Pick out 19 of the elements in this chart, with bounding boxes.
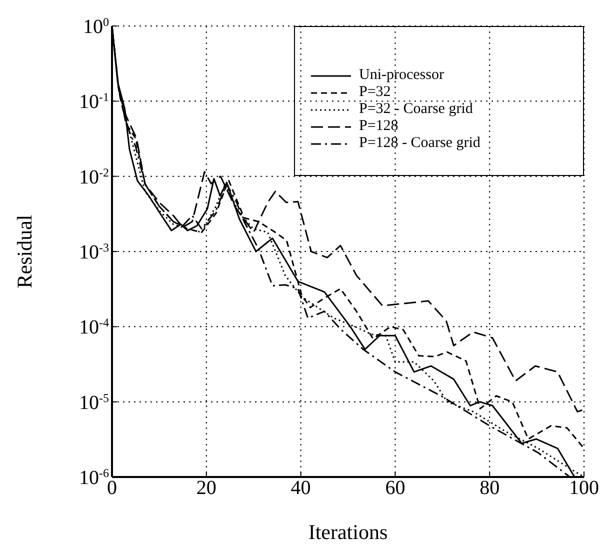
y-tick-label: 10$^{-1}$ (79, 90, 109, 114)
x-tick-label: 0 (107, 477, 117, 500)
x-tick-label: 60 (385, 477, 406, 500)
legend-label: P=128 (359, 118, 398, 134)
y-tick-label: 10$^{-6}$ (79, 466, 109, 489)
x-axis-title: Iterations (308, 520, 388, 544)
x-tick-label: 100 (569, 477, 599, 500)
y-tick-label: 10$^{0}$ (83, 15, 109, 38)
legend-label: P=128 - Coarse grid (359, 135, 480, 151)
x-tick-label: 80 (480, 477, 500, 500)
legend-label: Uni-processor (359, 67, 444, 83)
y-tick-label: 10$^{-2}$ (79, 165, 109, 188)
legend-label: P=32 (359, 84, 391, 100)
x-tick-label: 20 (196, 477, 216, 500)
y-tick-label: 10$^{-3}$ (79, 240, 109, 264)
y-tick-label: 10$^{-5}$ (79, 390, 109, 414)
x-tick-label: 40 (290, 477, 311, 500)
y-tick-label: 10$^{-4}$ (79, 316, 109, 339)
y-axis-title: Residual (12, 214, 36, 288)
